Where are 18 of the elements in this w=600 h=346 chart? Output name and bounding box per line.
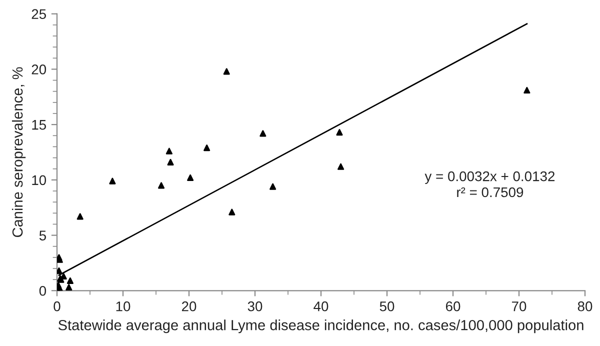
x-tick-label: 10 [116, 301, 130, 312]
x-tick-label: 60 [446, 301, 460, 312]
y-tick-label: 20 [32, 64, 46, 74]
y-axis-title: Canine seroprevalence, % [12, 67, 26, 238]
x-tick-label: 30 [248, 301, 262, 312]
y-tick-label: 0 [39, 286, 46, 296]
x-tick-label: 20 [182, 301, 196, 312]
annotation: y = 0.0032x + 0.0132 r² = 0.7509 [424, 171, 555, 198]
x-tick-label: 70 [512, 301, 526, 312]
y-tick-label: 25 [32, 9, 46, 20]
x-tick-label: 80 [578, 301, 592, 312]
x-tick-label: 0 [54, 301, 60, 312]
x-axis-title: Statewide average annual Lyme disease incidence, no. cases/100,000 population [58, 320, 584, 334]
x-tick-label: 40 [314, 301, 328, 312]
x-tick-label: 50 [380, 301, 394, 312]
y-tick-label: 15 [32, 120, 46, 130]
y-tick-label: 5 [39, 230, 46, 240]
y-tick-label: 10 [32, 175, 46, 186]
